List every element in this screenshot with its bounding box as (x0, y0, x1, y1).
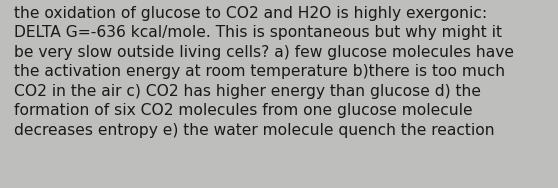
Text: the oxidation of glucose to CO2 and H2O is highly exergonic:
DELTA G=-636 kcal/m: the oxidation of glucose to CO2 and H2O … (14, 6, 514, 138)
